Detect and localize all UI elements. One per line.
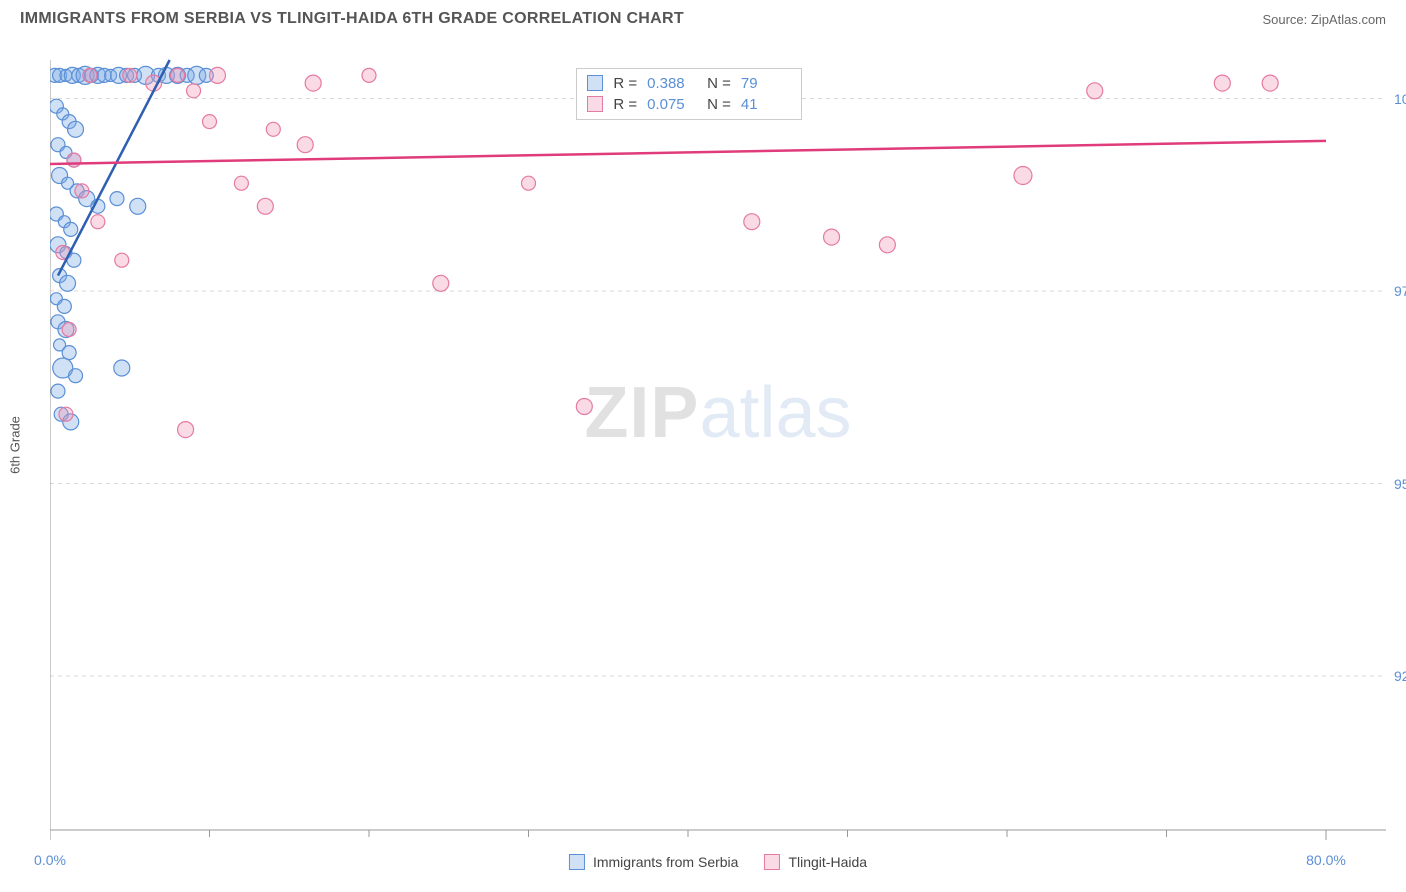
bottom-legend-label-2: Tlingit-Haida (788, 854, 867, 870)
legend-r-value-2: 0.075 (647, 96, 697, 113)
bottom-legend-item-2: Tlingit-Haida (764, 854, 867, 870)
y-axis-label: 6th Grade (8, 416, 23, 474)
chart-source: Source: ZipAtlas.com (1262, 12, 1386, 27)
legend-r-label: R = (613, 75, 637, 92)
correlation-legend: R = 0.388 N = 79 R = 0.075 N = 41 (576, 68, 802, 120)
legend-swatch-series2 (587, 96, 603, 112)
y-tick-label: 97.5% (1388, 283, 1406, 299)
y-tick-label: 95.0% (1388, 476, 1406, 492)
chart-area: 6th Grade ZIPatlas R = 0.388 N = 79 R = … (50, 50, 1386, 840)
bottom-swatch-2 (764, 854, 780, 870)
bottom-legend-label-1: Immigrants from Serbia (593, 854, 738, 870)
legend-r-label: R = (613, 96, 637, 113)
legend-n-label: N = (707, 96, 731, 113)
y-tick-label: 100.0% (1388, 91, 1406, 107)
legend-r-value-1: 0.388 (647, 75, 697, 92)
chart-header: IMMIGRANTS FROM SERBIA VS TLINGIT-HAIDA … (0, 0, 1406, 34)
legend-swatch-series1 (587, 75, 603, 91)
legend-n-label: N = (707, 75, 731, 92)
x-tick-label: 80.0% (1306, 852, 1346, 868)
bottom-swatch-1 (569, 854, 585, 870)
bottom-legend-item-1: Immigrants from Serbia (569, 854, 738, 870)
scatter-plot (50, 50, 1386, 840)
bottom-legend: Immigrants from Serbia Tlingit-Haida (569, 854, 867, 870)
legend-row-series2: R = 0.075 N = 41 (587, 94, 791, 115)
x-tick-label: 0.0% (34, 852, 66, 868)
legend-n-value-2: 41 (741, 96, 791, 113)
legend-row-series1: R = 0.388 N = 79 (587, 73, 791, 94)
legend-n-value-1: 79 (741, 75, 791, 92)
chart-title: IMMIGRANTS FROM SERBIA VS TLINGIT-HAIDA … (20, 10, 684, 28)
y-tick-label: 92.5% (1388, 668, 1406, 684)
